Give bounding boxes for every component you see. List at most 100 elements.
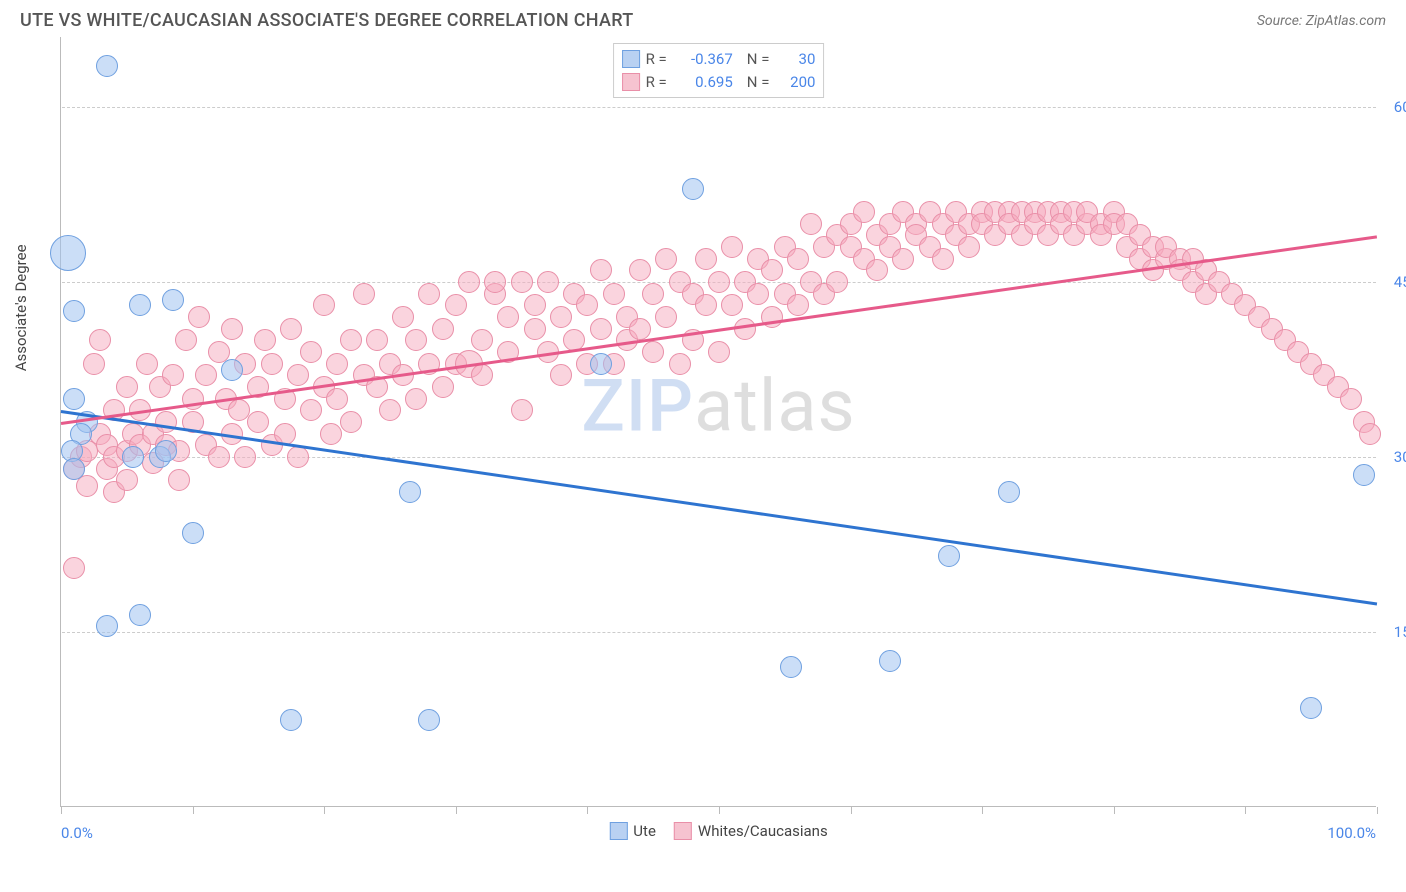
data-point-white [340,411,362,433]
data-point-white [195,364,217,386]
data-point-white [254,329,276,351]
data-point-white [188,306,210,328]
data-point-white [590,318,612,340]
chart-container: Associate's Degree ZIPatlas R =-0.367N =… [20,37,1386,807]
data-point-white [116,376,138,398]
data-point-white [458,271,480,293]
data-point-white [1359,423,1381,445]
gridline [62,632,1376,633]
legend-r-label: R = [646,71,667,94]
chart-title: UTE VS WHITE/CAUCASIAN ASSOCIATE'S DEGRE… [20,10,634,31]
data-point-white [497,306,519,328]
data-point-white [524,318,546,340]
x-axis-max-label: 100.0% [1327,824,1376,842]
data-point-white [83,353,105,375]
x-tick [719,807,720,814]
data-point-white [629,259,651,281]
data-point-white [261,353,283,375]
data-point-white [576,294,598,316]
trend-line-ute [61,410,1377,605]
data-point-white [695,294,717,316]
data-point-white [175,329,197,351]
data-point-white [405,329,427,351]
data-point-white [590,259,612,281]
data-point-ute [879,650,901,672]
data-point-white [787,294,809,316]
y-tick-label: 60.0% [1384,98,1406,116]
data-point-white [287,364,309,386]
data-point-white [234,446,256,468]
plot-area: ZIPatlas R =-0.367N =30R =0.695N =200 Ut… [60,37,1376,807]
source-label: Source: ZipAtlas.com [1257,13,1386,29]
data-point-ute [63,388,85,410]
data-point-ute [418,709,440,731]
data-point-white [550,306,572,328]
data-point-ute [682,178,704,200]
data-point-white [392,306,414,328]
data-point-ute [280,709,302,731]
data-point-white [313,294,335,316]
trend-line-white [61,235,1377,424]
data-point-white [432,318,454,340]
legend-swatch [674,822,692,840]
data-point-ute [63,300,85,322]
x-tick [1377,807,1378,814]
legend-stats: R =-0.367N =30R =0.695N =200 [613,43,825,98]
data-point-ute [96,615,118,637]
data-point-white [228,399,250,421]
data-point-white [787,248,809,270]
y-tick-label: 45.0% [1384,273,1406,291]
data-point-white [247,411,269,433]
data-point-ute [998,481,1020,503]
legend-n-label: N = [747,71,770,94]
data-point-white [800,213,822,235]
data-point-ute [50,235,86,271]
legend-item: Whites/Caucasians [674,822,828,840]
x-tick [851,807,852,814]
data-point-white [484,271,506,293]
data-point-white [669,353,691,375]
x-tick [324,807,325,814]
data-point-white [747,283,769,305]
data-point-white [300,341,322,363]
gridline [62,107,1376,108]
data-point-white [89,329,111,351]
data-point-white [326,388,348,410]
data-point-white [655,306,677,328]
data-point-ute [129,294,151,316]
data-point-ute [590,353,612,375]
data-point-ute [162,289,184,311]
legend-swatch [622,50,640,68]
data-point-ute [129,604,151,626]
header: UTE VS WHITE/CAUCASIAN ASSOCIATE'S DEGRE… [0,0,1406,37]
y-tick-label: 30.0% [1384,448,1406,466]
data-point-ute [122,446,144,468]
data-point-white [866,259,888,281]
data-point-white [629,318,651,340]
data-point-white [721,294,743,316]
gridline [62,457,1376,458]
data-point-white [826,271,848,293]
legend-label: Ute [633,822,656,840]
x-tick [1245,807,1246,814]
x-tick [61,807,62,814]
data-point-white [471,329,493,351]
data-point-white [761,259,783,281]
data-point-white [280,318,302,340]
legend-label: Whites/Caucasians [698,822,828,840]
data-point-ute [96,55,118,77]
x-tick [193,807,194,814]
legend-n-value: 30 [775,48,815,71]
data-point-white [63,557,85,579]
data-point-white [511,271,533,293]
data-point-white [1340,388,1362,410]
watermark-part1: ZIP [581,364,694,449]
data-point-white [708,341,730,363]
data-point-white [136,353,158,375]
data-point-white [340,329,362,351]
legend-n-value: 200 [775,71,815,94]
legend-swatch [622,73,640,91]
data-point-white [603,283,625,305]
x-axis-min-label: 0.0% [61,824,93,842]
data-point-ute [780,656,802,678]
